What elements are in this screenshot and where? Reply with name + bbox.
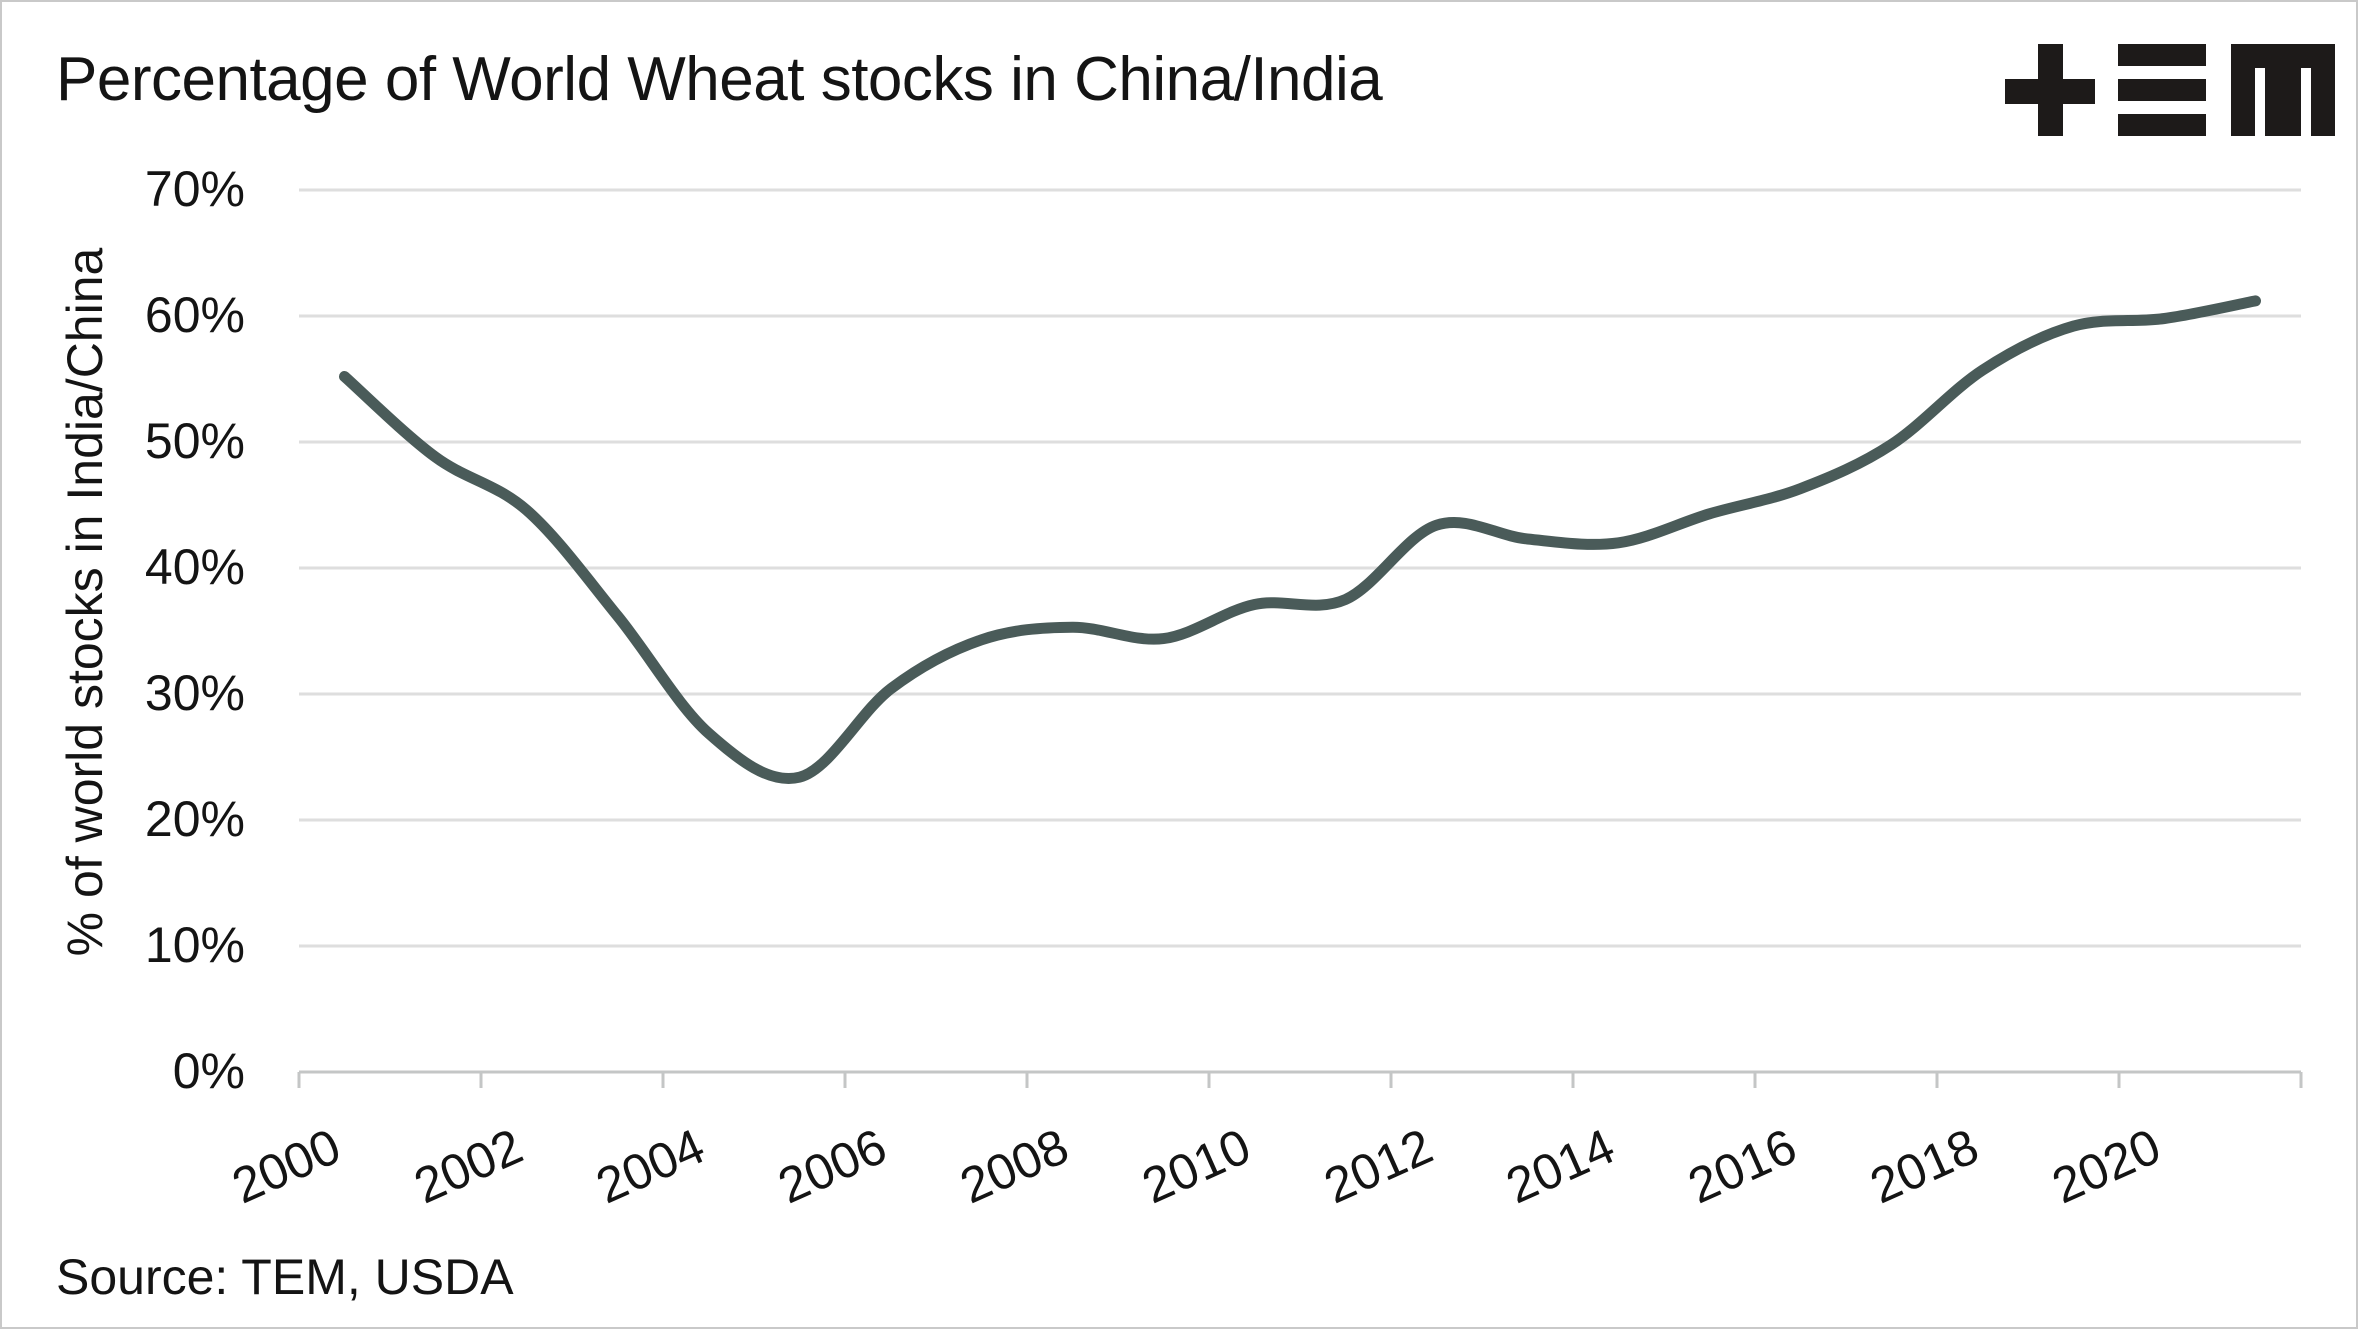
y-tick-label-20: 20% (145, 791, 245, 847)
source-note: Source: TEM, USDA (56, 1249, 514, 1305)
x-tick-label-2002: 2002 (406, 1118, 530, 1214)
x-tick-label-2014: 2014 (1498, 1118, 1622, 1214)
x-tick-label-2018: 2018 (1862, 1118, 1986, 1214)
x-tick-label-2006: 2006 (770, 1118, 894, 1214)
x-tick-label-2010: 2010 (1134, 1118, 1258, 1214)
y-tick-label-0: 0% (173, 1043, 245, 1099)
y-tick-labels: 70% 60% 50% 40% 30% 20% 10% 0% (145, 161, 245, 1099)
x-axis (297, 1070, 2303, 1088)
x-tick-label-2004: 2004 (588, 1118, 712, 1214)
x-tick-label-2012: 2012 (1316, 1118, 1440, 1214)
y-tick-label-40: 40% (145, 539, 245, 595)
x-tick-label-2008: 2008 (952, 1118, 1076, 1214)
y-tick-label-60: 60% (145, 287, 245, 343)
chart-title: Percentage of World Wheat stocks in Chin… (56, 45, 1383, 114)
x-tick-label-2020: 2020 (2044, 1118, 2168, 1214)
logo-triple-bar-icon (2118, 44, 2206, 136)
y-tick-label-30: 30% (145, 665, 245, 721)
y-axis-label: % of world stocks in India/China (57, 247, 113, 956)
gridlines (299, 188, 2301, 948)
y-tick-label-50: 50% (145, 413, 245, 469)
x-tick-label-2000: 2000 (224, 1118, 348, 1214)
y-tick-label-70: 70% (145, 161, 245, 217)
y-tick-label-10: 10% (145, 917, 245, 973)
tem-logo (2005, 44, 2335, 136)
x-tick-labels: 2000 2002 2004 2006 2008 2010 2012 2014 2016 2018… (224, 1118, 2168, 1214)
logo-m-icon (2231, 44, 2335, 136)
x-tick-label-2016: 2016 (1680, 1118, 1804, 1214)
data-line-series (339, 295, 2261, 784)
logo-plus-icon (2005, 44, 2095, 136)
